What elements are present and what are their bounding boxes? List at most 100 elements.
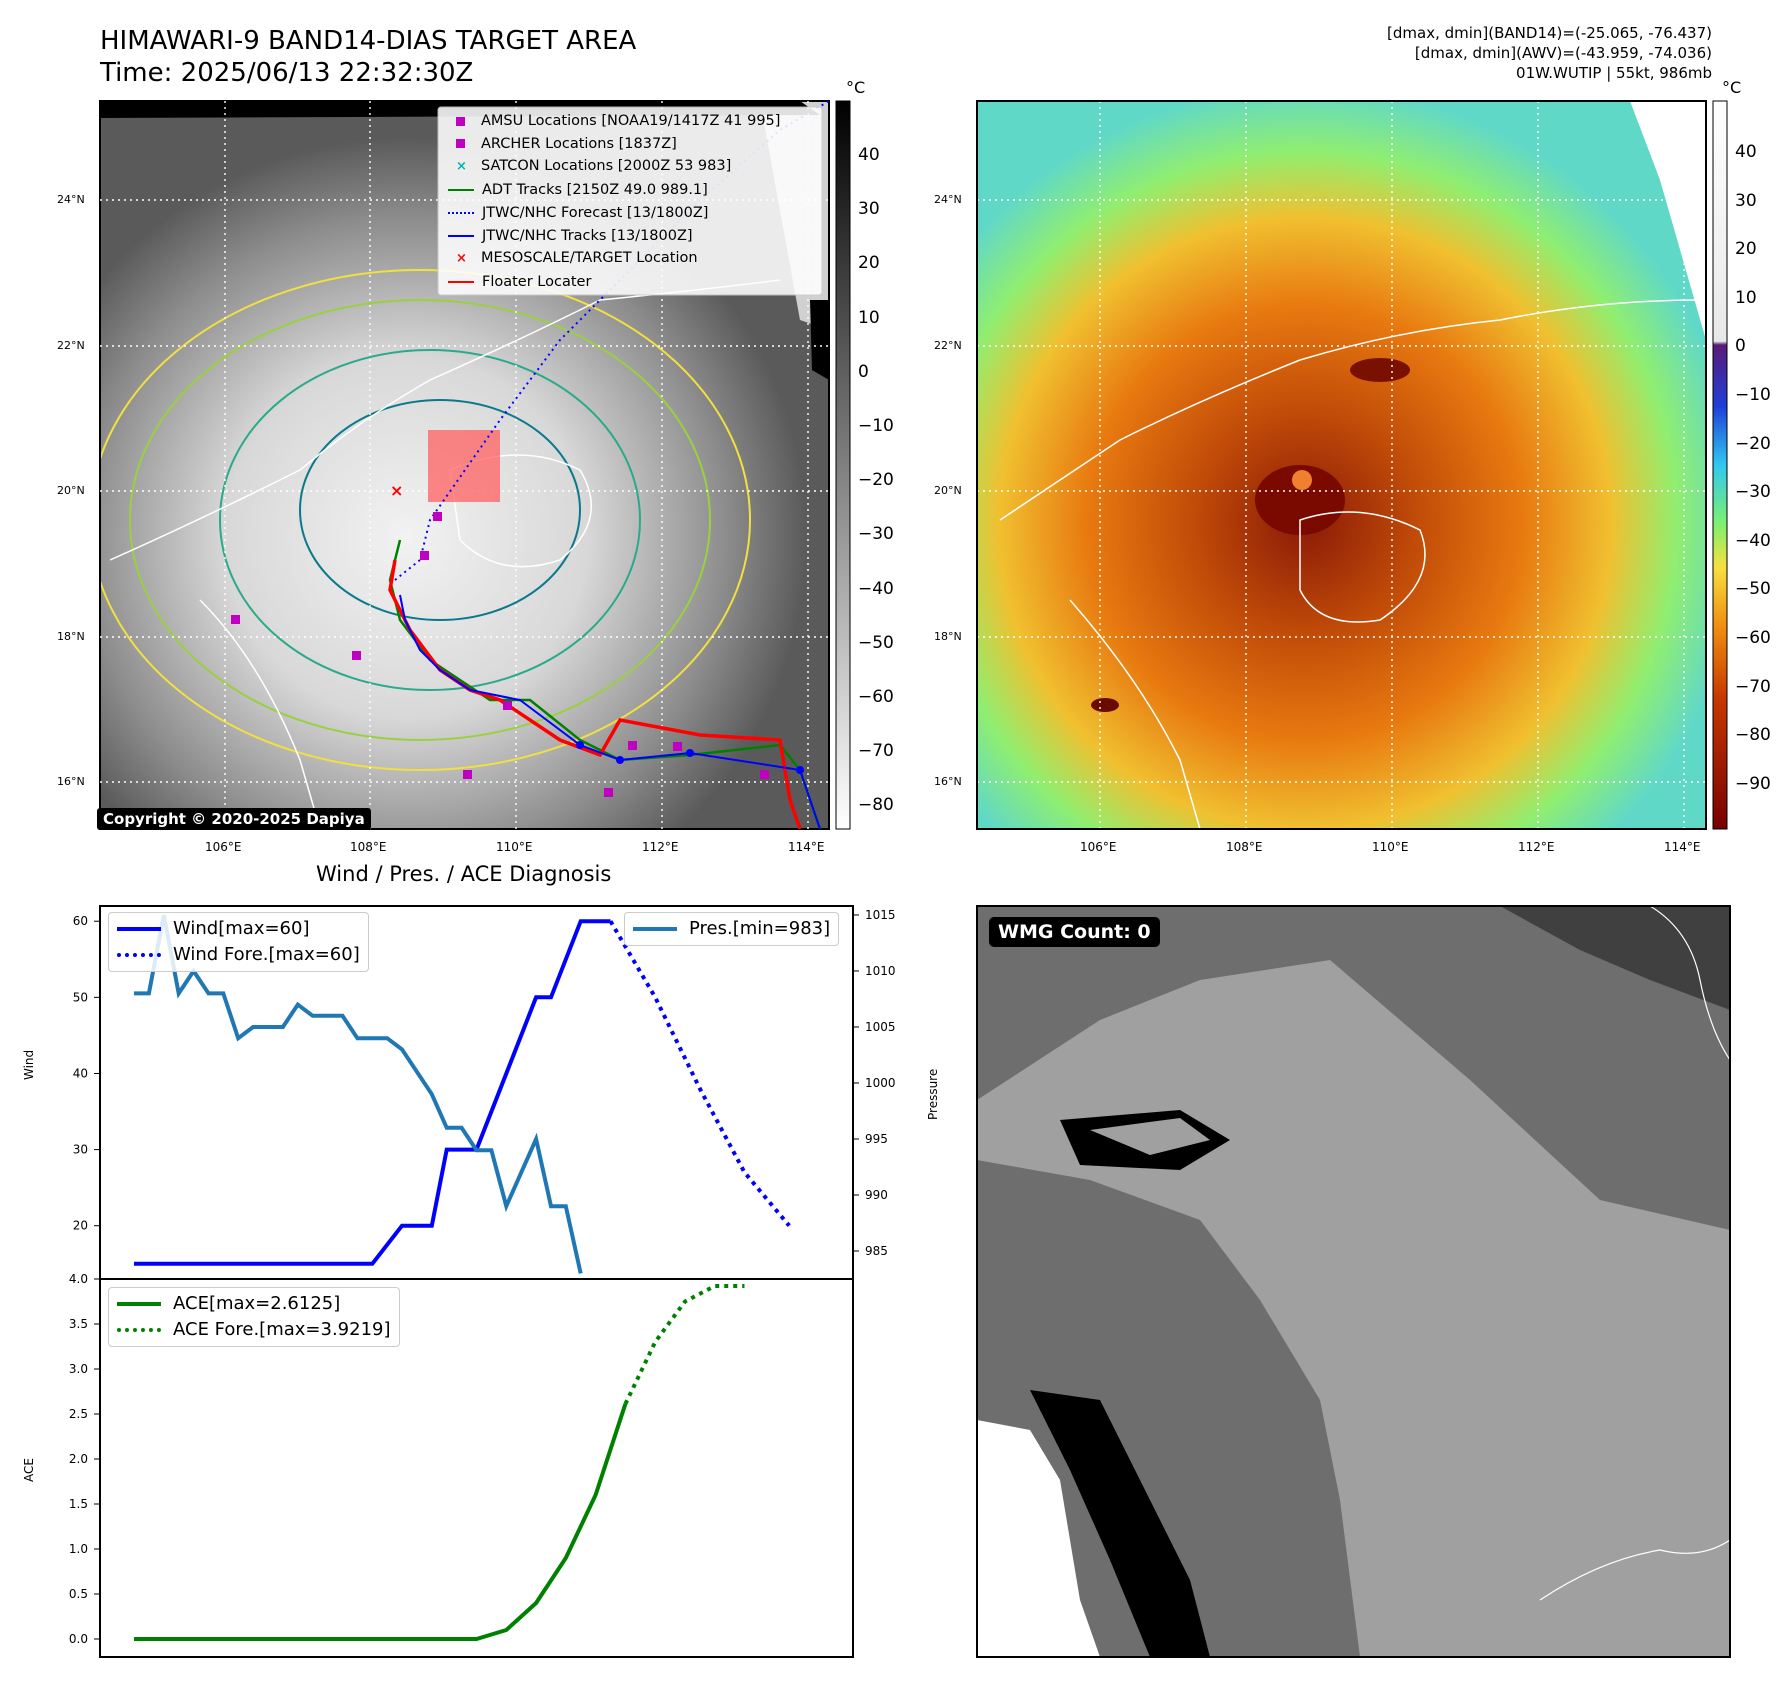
gray-colorbar-tick: −80 (858, 795, 894, 816)
series-line (134, 914, 583, 1274)
color-colorbar-unit: °C (1722, 78, 1742, 97)
pressure-tick-label: 995 (865, 1132, 888, 1146)
wind-tick-label: 30 (73, 1143, 88, 1157)
lat-tick: 22°N (57, 339, 85, 352)
legend-list: AMSU Locations [NOAA19/1417Z 41 995] ARC… (448, 110, 780, 294)
lon-tick: 112°E (1518, 840, 1555, 854)
legend-item-target: × MESOSCALE/TARGET Location (456, 250, 698, 267)
jtwc-track (399, 594, 821, 829)
lon-tick: 106°E (205, 840, 242, 854)
gray-colorbar-tick: −50 (858, 632, 894, 653)
wind-tick-label: 60 (73, 914, 88, 928)
gray-colorbar-tick: −60 (858, 687, 894, 707)
lon-tick: 108°E (1226, 840, 1263, 854)
bd-gridlines (977, 101, 1706, 829)
color-colorbar-tick: 0 (1735, 336, 1746, 357)
wmg-imagery (977, 906, 1730, 1657)
ace-tick-label: 1.0 (69, 1542, 88, 1556)
legend-item-archer: ARCHER Locations [1837Z] (456, 133, 780, 156)
map-legend (437, 106, 823, 296)
pressure-tick-label: 1015 (865, 908, 896, 922)
lon-tick: 110°E (496, 840, 533, 854)
ace-tick-label: 1.5 (69, 1497, 88, 1511)
lat-tick: 16°N (57, 775, 85, 788)
pressure-tick-label: 1000 (865, 1076, 896, 1090)
color-colorbar-tick: −90 (1735, 773, 1771, 794)
gray-colorbar-tick: −40 (858, 578, 894, 599)
color-colorbar-tick: −40 (1735, 530, 1771, 551)
ace-tick-label: 4.0 (69, 1272, 88, 1286)
ace-tick-label: 2.0 (69, 1452, 88, 1466)
ace-ylabel: ACE (22, 1458, 36, 1482)
amsu-archer-locations (231, 512, 769, 797)
lat-tick: 20°N (934, 484, 962, 497)
lat-tick: 22°N (934, 339, 962, 352)
gray-colorbar-tick: 20 (858, 253, 880, 274)
legend-item-jtwc-track: JTWC/NHC Tracks [13/1800Z] (448, 225, 780, 248)
ace-tick-label: 3.0 (69, 1362, 88, 1376)
info-band14: [dmax, dmin](BAND14)=(-25.065, -76.437) (1387, 24, 1712, 42)
color-colorbar-tick: −30 (1735, 482, 1771, 503)
wind-tick-label: 20 (73, 1219, 88, 1233)
lon-tick: 110°E (1372, 840, 1409, 854)
color-colorbar-tick: −70 (1735, 676, 1771, 697)
color-colorbar-tick: 40 (1735, 142, 1757, 162)
gray-colorbar-tick: −70 (858, 741, 894, 762)
color-colorbar-tick: −80 (1735, 725, 1771, 746)
lon-tick: 108°E (350, 840, 387, 854)
color-colorbar-tick: −10 (1735, 385, 1771, 405)
pressure-tick-label: 985 (865, 1244, 888, 1258)
legend-item-floater: Floater Locater (448, 271, 780, 294)
bd-imagery (977, 101, 1706, 829)
color-colorbar-tick: −20 (1735, 433, 1771, 454)
target-location-marker: × (390, 481, 403, 500)
pressure-legend: Pres.[min=983] (624, 912, 840, 946)
ace-legend-item: ACE[max=2.6125] (117, 1291, 391, 1317)
legend-item-satcon: × SATCON Locations [2000Z 53 983] (456, 158, 732, 175)
gray-colorbar-tick: −20 (858, 470, 894, 491)
ir-map-frame (99, 100, 830, 830)
gray-colorbar-tick: 10 (858, 307, 880, 328)
ace-tick-label: 0.5 (69, 1587, 88, 1601)
color-colorbar-tick: 30 (1735, 190, 1757, 211)
pressure-tick-label: 990 (865, 1188, 888, 1202)
color-colorbar-tick: −60 (1735, 628, 1771, 648)
legend-item-adt: ADT Tracks [2150Z 49.0 989.1] (448, 179, 780, 202)
lon-tick: 112°E (642, 840, 679, 854)
pressure-tick-label: 1010 (865, 964, 896, 978)
legend-item-jtwc-forecast: JTWC/NHC Forecast [13/1800Z] (448, 202, 780, 225)
figure-title: HIMAWARI-9 BAND14-DIAS TARGET AREA (100, 26, 637, 56)
ace-tick-label: 0.0 (69, 1632, 88, 1646)
gray-colorbar-tick: 30 (858, 199, 880, 220)
series-line (608, 920, 791, 1227)
gray-colorbar-tick: 0 (858, 361, 869, 382)
lat-tick: 16°N (934, 775, 962, 788)
wind-tick-label: 40 (73, 1066, 88, 1080)
color-colorbar (1712, 100, 1728, 830)
color-colorbar-tick: −50 (1735, 579, 1771, 600)
color-colorbar-tick: 20 (1735, 239, 1757, 260)
color-colorbar-tick: 10 (1735, 287, 1757, 308)
lon-tick: 106°E (1080, 840, 1117, 854)
lat-tick: 20°N (57, 484, 85, 497)
wmg-count-badge: WMG Count: 0 (989, 917, 1160, 947)
series-line (623, 1284, 745, 1405)
gray-colorbar-tick: −30 (858, 524, 894, 545)
lat-tick: 24°N (57, 193, 85, 206)
wind-legend-item: Wind[max=60] (117, 916, 360, 942)
jtwc-track-points (576, 741, 804, 774)
info-storm: 01W.WUTIP | 55kt, 986mb (1516, 64, 1712, 82)
lat-tick: 24°N (934, 193, 962, 206)
wind-ylabel: Wind (22, 1049, 36, 1080)
gray-colorbar-tick: 40 (858, 145, 880, 165)
pressure-ylabel: Pressure (926, 1068, 940, 1120)
lat-tick: 18°N (934, 630, 962, 643)
gray-colorbar-tick: −10 (858, 416, 894, 436)
figure-time: Time: 2025/06/13 22:32:30Z (100, 58, 474, 88)
ace-tick-label: 2.5 (69, 1407, 88, 1421)
floater-box (428, 430, 500, 502)
pres-legend-item: Pres.[min=983] (633, 916, 830, 942)
gray-colorbar-unit: °C (846, 78, 866, 97)
ace-tick-label: 3.5 (69, 1317, 88, 1331)
